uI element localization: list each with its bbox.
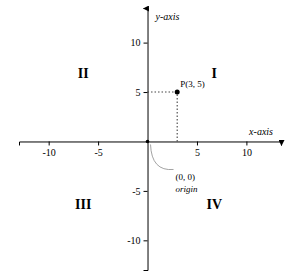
origin-label: (0, 0): [176, 172, 196, 182]
y-tick: -10: [127, 235, 147, 246]
x-tick-label: -10: [42, 147, 55, 158]
y-tick-mark: [144, 240, 148, 241]
y-tick-label: -5: [132, 186, 140, 197]
point-label: P(3, 5): [180, 79, 205, 89]
x-tick-mark: [246, 141, 247, 145]
x-tick: -10: [42, 141, 55, 157]
y-tick: 10: [131, 37, 148, 48]
origin-note: origin: [176, 184, 199, 194]
y-tick: 5: [136, 87, 148, 98]
y-tick-mark: [144, 191, 148, 192]
x-tick: 10: [242, 141, 252, 157]
guide-line: [148, 91, 178, 92]
origin-leader: [151, 144, 174, 169]
x-axis-label: x-axis: [248, 126, 273, 137]
quadrant-label: III: [75, 197, 91, 212]
origin-dot: [146, 140, 150, 144]
x-tick-mark: [98, 141, 99, 145]
point: [175, 90, 180, 95]
x-tick-label: 10: [242, 147, 252, 158]
y-tick-label: 5: [136, 87, 141, 98]
y-axis: -10 -5 5 10: [127, 9, 148, 271]
guide-line: [177, 92, 178, 141]
y-tick-label: -10: [127, 235, 140, 246]
x-tick-label: 5: [195, 147, 200, 158]
quadrant-label: IV: [206, 197, 222, 212]
y-axis-line: [144, 9, 149, 271]
y-tick-mark: [144, 92, 148, 93]
quadrant-label: I: [212, 66, 217, 81]
quadrant-label: II: [78, 66, 89, 81]
chart: -10-5510-10-5510x-axisy-axisIIIIIIIVP(3,…: [0, 0, 300, 278]
marks: [148, 90, 180, 142]
x-tick: -5: [94, 141, 102, 157]
x-tick-mark: [197, 141, 198, 145]
x-tick-mark: [49, 141, 50, 145]
y-tick-label: 10: [131, 37, 141, 48]
y-tick: -5: [132, 186, 147, 197]
x-tick-label: -5: [94, 147, 102, 158]
y-tick-mark: [144, 43, 148, 44]
x-tick: 5: [195, 141, 200, 157]
plot: -10-5510-10-5510x-axisy-axisIIIIIIIVP(3,…: [20, 9, 282, 271]
y-axis-label: y-axis: [155, 11, 180, 22]
